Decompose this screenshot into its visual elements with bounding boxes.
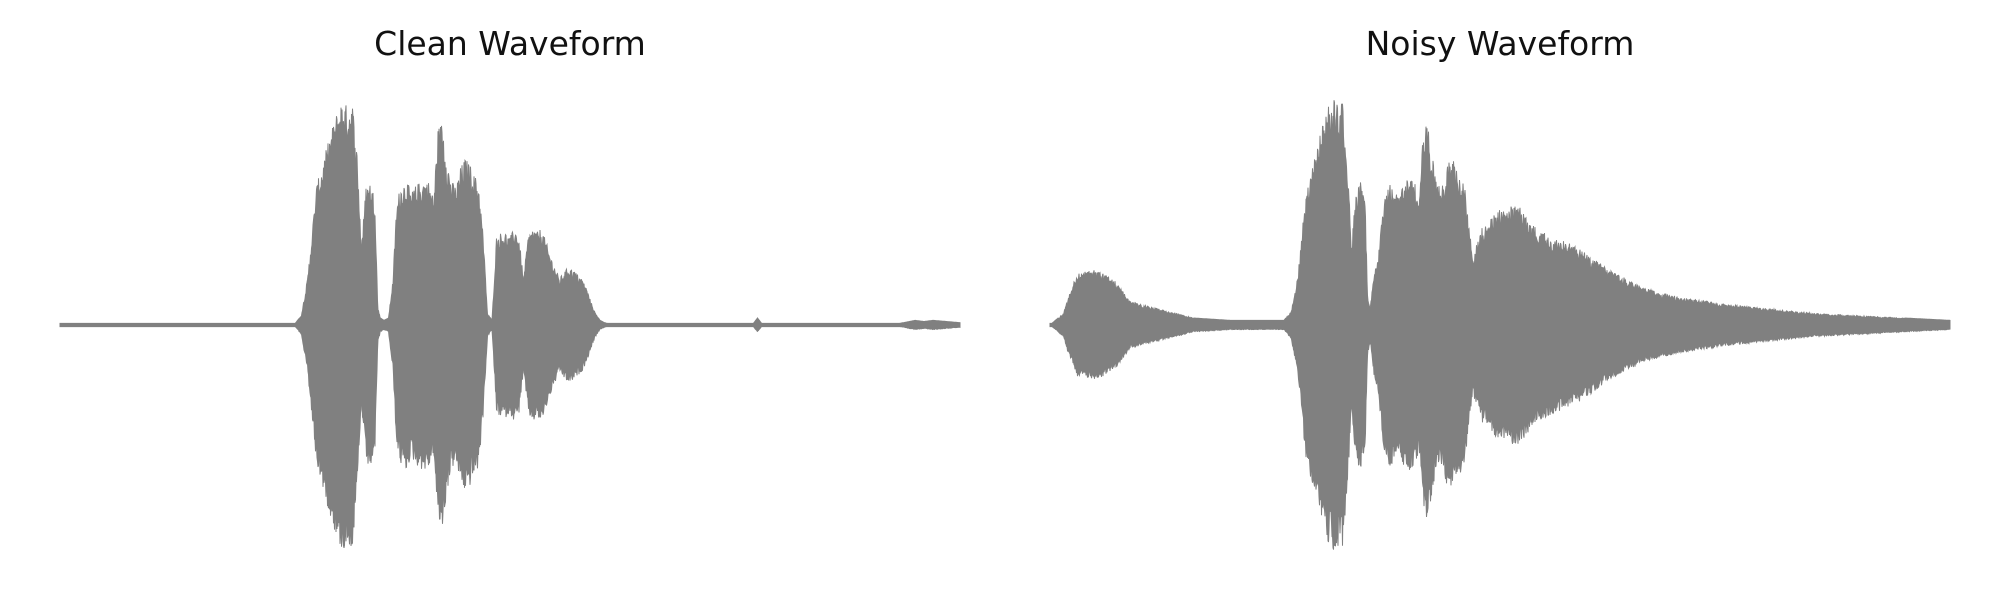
- clean-waveform-plot: [59, 105, 961, 549]
- noisy-waveform-series: [1049, 100, 1951, 550]
- noisy-waveform-title: Noisy Waveform: [1365, 24, 1635, 63]
- clean-waveform-panel: Clean Waveform: [59, 0, 961, 600]
- clean-waveform-title: Clean Waveform: [374, 24, 646, 63]
- noisy-waveform-panel: Noisy Waveform: [1049, 0, 1951, 600]
- clean-waveform-series: [59, 105, 961, 549]
- noisy-waveform-plot: [1049, 100, 1951, 550]
